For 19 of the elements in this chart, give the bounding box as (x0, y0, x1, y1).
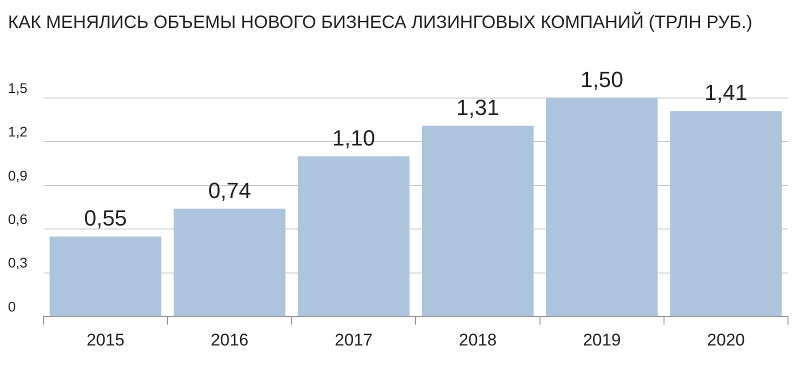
x-tick-label: 2016 (210, 330, 249, 350)
y-tick-label: 0,6 (8, 211, 28, 228)
y-tick-label: 1,5 (8, 80, 28, 96)
data-label: 1,50 (580, 67, 624, 92)
y-tick-label: 0 (8, 298, 16, 314)
data-label: 1,31 (456, 94, 500, 120)
x-tick-label: 2020 (707, 330, 745, 350)
y-tick-label: 0,9 (8, 167, 28, 184)
x-tick-label: 2018 (458, 330, 497, 350)
y-tick-label: 1,2 (8, 124, 28, 140)
y-tick-label: 0,3 (8, 254, 28, 271)
data-label: 1,10 (332, 125, 376, 150)
x-tick-label: 2017 (334, 330, 373, 350)
chart-title: КАК МЕНЯЛИСЬ ОБЪЕМЫ НОВОГО БИЗНЕСА ЛИЗИНГОВЫХ КОМПАНИЙ (ТРЛН РУБ.) (8, 10, 754, 34)
x-tick-label: 2015 (86, 330, 124, 350)
data-label: 1,41 (704, 80, 748, 106)
x-tick-label: 2019 (582, 330, 621, 350)
data-label: 0,74 (208, 178, 252, 203)
data-label: 0,55 (84, 206, 127, 231)
